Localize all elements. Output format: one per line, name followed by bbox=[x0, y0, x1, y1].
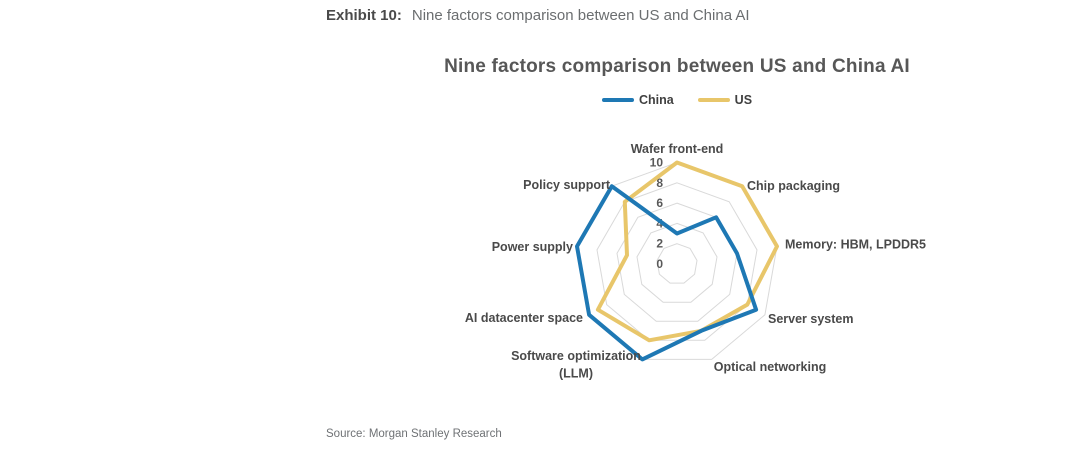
chart-legend: China US bbox=[327, 93, 1027, 107]
axis-tick-label-6: 6 bbox=[656, 196, 663, 210]
category-label-4: Optical networking bbox=[714, 360, 827, 374]
exhibit-subtitle: Nine factors comparison between US and C… bbox=[411, 7, 750, 24]
category-label-6: AI datacenter space bbox=[465, 311, 583, 325]
chart-title: Nine factors comparison between US and C… bbox=[444, 56, 910, 77]
series-polygon-us bbox=[595, 160, 779, 343]
grid-ring-2 bbox=[656, 243, 698, 284]
exhibit-header: Exhibit 10: Nine factors comparison betwe… bbox=[326, 6, 750, 26]
legend-swatch bbox=[601, 97, 634, 103]
legend-label: US bbox=[734, 93, 753, 107]
axis-tick-label-10: 10 bbox=[650, 156, 664, 170]
category-label-5: Software optimization (LLM) bbox=[511, 349, 641, 381]
axis-tick-label-0: 0 bbox=[656, 257, 663, 271]
grid-ring-8 bbox=[596, 182, 758, 341]
legend-label: China bbox=[638, 93, 674, 107]
category-label-0: Wafer front-end bbox=[631, 142, 724, 156]
category-label-3: Server system bbox=[768, 312, 853, 326]
legend-item-china: China bbox=[601, 93, 674, 107]
axis-tick-label-2: 2 bbox=[656, 237, 663, 251]
category-label-2: Memory: HBM, LPDDR5 bbox=[785, 238, 926, 252]
grid-ring-4 bbox=[636, 222, 718, 303]
category-label-7: Power supply bbox=[492, 240, 573, 254]
axis-tick-label-8: 8 bbox=[656, 176, 663, 190]
legend-item-us: US bbox=[697, 93, 753, 107]
source-note: Source: Morgan Stanley Research bbox=[326, 428, 502, 440]
legend-swatch bbox=[697, 97, 730, 103]
category-label-8: Policy support bbox=[523, 178, 611, 192]
category-label-1: Chip packaging bbox=[747, 179, 840, 193]
series-polygon-china bbox=[575, 184, 759, 362]
exhibit-label: Exhibit 10: bbox=[326, 7, 402, 24]
